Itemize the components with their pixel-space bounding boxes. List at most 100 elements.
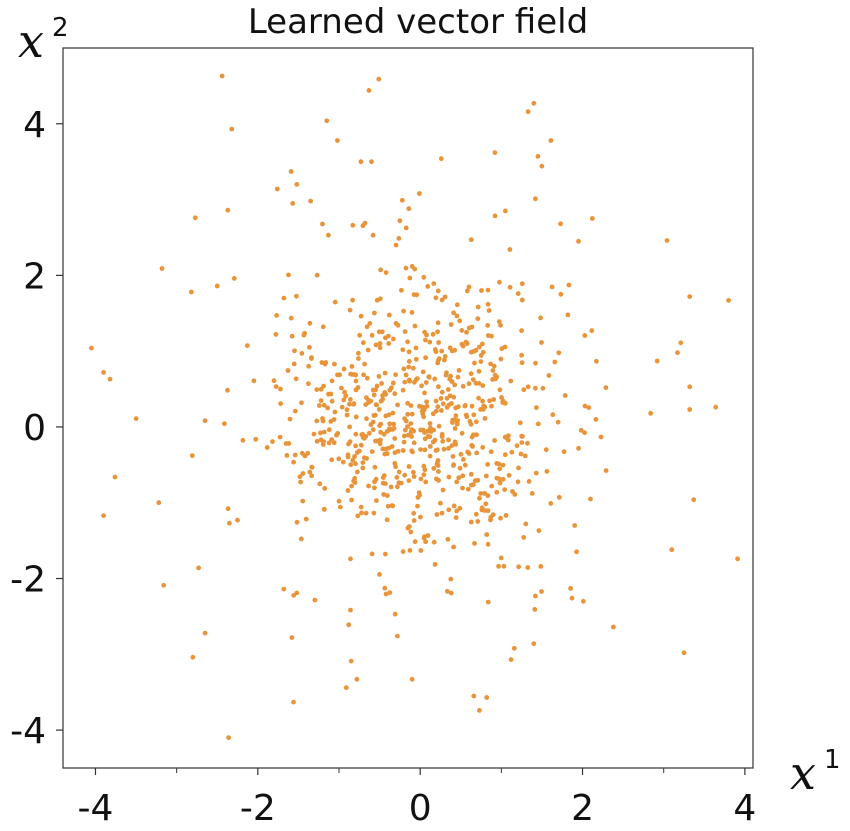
- data-point: [343, 393, 349, 398]
- data-point: [297, 474, 303, 480]
- data-point: [574, 549, 579, 555]
- data-point: [281, 586, 287, 592]
- data-point: [428, 429, 434, 434]
- data-point: [485, 301, 491, 307]
- data-point: [411, 440, 417, 446]
- data-point: [352, 454, 357, 459]
- data-point: [383, 551, 388, 557]
- data-point: [500, 476, 506, 482]
- data-point: [335, 138, 340, 143]
- y-tick-label: 2: [23, 256, 46, 297]
- data-point: [378, 429, 384, 435]
- data-point: [273, 384, 279, 389]
- data-point: [548, 138, 554, 143]
- data-point: [422, 534, 427, 539]
- data-point: [525, 109, 531, 115]
- data-point: [475, 519, 481, 524]
- x-axis-variable: x: [790, 746, 816, 800]
- data-point: [288, 169, 294, 174]
- data-point: [485, 493, 491, 499]
- data-point: [588, 496, 593, 502]
- data-point: [414, 292, 420, 298]
- data-point: [565, 312, 571, 318]
- data-point: [582, 333, 588, 338]
- data-point: [452, 417, 457, 423]
- data-point: [383, 270, 389, 275]
- data-point: [496, 563, 501, 569]
- data-point: [314, 418, 320, 424]
- data-point: [361, 340, 366, 346]
- data-point: [451, 544, 456, 550]
- data-point: [393, 242, 399, 248]
- data-point: [459, 430, 465, 436]
- data-point: [388, 484, 394, 490]
- data-point: [525, 565, 531, 570]
- data-point: [446, 437, 451, 443]
- data-point: [370, 419, 376, 425]
- data-point: [308, 198, 313, 204]
- data-point: [400, 549, 406, 554]
- data-point: [348, 371, 353, 377]
- data-point: [396, 236, 402, 241]
- x-axis-label: x 1: [790, 745, 841, 800]
- data-point: [320, 324, 326, 330]
- data-point: [322, 486, 328, 491]
- data-point: [309, 355, 314, 360]
- data-point: [336, 456, 342, 462]
- data-point: [358, 504, 364, 510]
- data-point: [558, 291, 564, 297]
- data-point: [519, 297, 525, 303]
- data-point: [291, 699, 296, 705]
- y-tick-label: -4: [10, 711, 46, 752]
- data-point: [353, 414, 359, 420]
- data-point: [442, 357, 447, 363]
- data-point: [291, 459, 296, 465]
- data-point: [538, 315, 543, 321]
- data-point: [498, 515, 503, 521]
- data-point: [386, 333, 391, 339]
- data-point: [383, 481, 388, 486]
- data-point: [391, 336, 396, 342]
- data-point: [289, 333, 295, 339]
- data-point: [314, 438, 320, 444]
- data-point: [451, 394, 457, 400]
- data-point: [400, 347, 406, 353]
- data-point: [478, 491, 484, 496]
- data-point: [468, 471, 474, 477]
- data-point: [382, 585, 388, 591]
- data-point: [491, 397, 497, 402]
- data-point: [507, 247, 513, 252]
- x-axis-superscript: 1: [824, 745, 841, 775]
- data-point: [502, 487, 508, 492]
- data-point: [421, 274, 427, 280]
- data-point: [504, 435, 510, 441]
- data-point: [470, 444, 475, 449]
- data-point: [580, 598, 586, 604]
- data-point: [373, 476, 379, 482]
- data-point: [289, 635, 295, 640]
- y-tick-label: 0: [23, 408, 46, 449]
- data-point: [403, 225, 409, 231]
- data-point: [294, 182, 300, 187]
- data-point: [485, 287, 491, 293]
- data-point: [451, 310, 456, 316]
- data-point: [392, 436, 398, 441]
- data-point: [539, 340, 544, 345]
- data-point: [603, 468, 609, 473]
- data-point: [510, 489, 515, 494]
- data-point: [377, 341, 383, 346]
- data-point: [364, 416, 369, 422]
- data-point: [533, 196, 538, 202]
- data-point: [402, 472, 408, 478]
- data-point: [436, 478, 441, 483]
- data-point: [379, 381, 384, 386]
- data-point: [350, 457, 356, 463]
- data-point: [361, 372, 366, 378]
- data-point: [264, 445, 270, 450]
- data-point: [409, 411, 415, 417]
- data-point: [344, 412, 350, 418]
- data-point: [300, 471, 306, 476]
- data-point: [436, 357, 441, 363]
- data-point: [219, 73, 225, 79]
- data-point: [415, 503, 420, 509]
